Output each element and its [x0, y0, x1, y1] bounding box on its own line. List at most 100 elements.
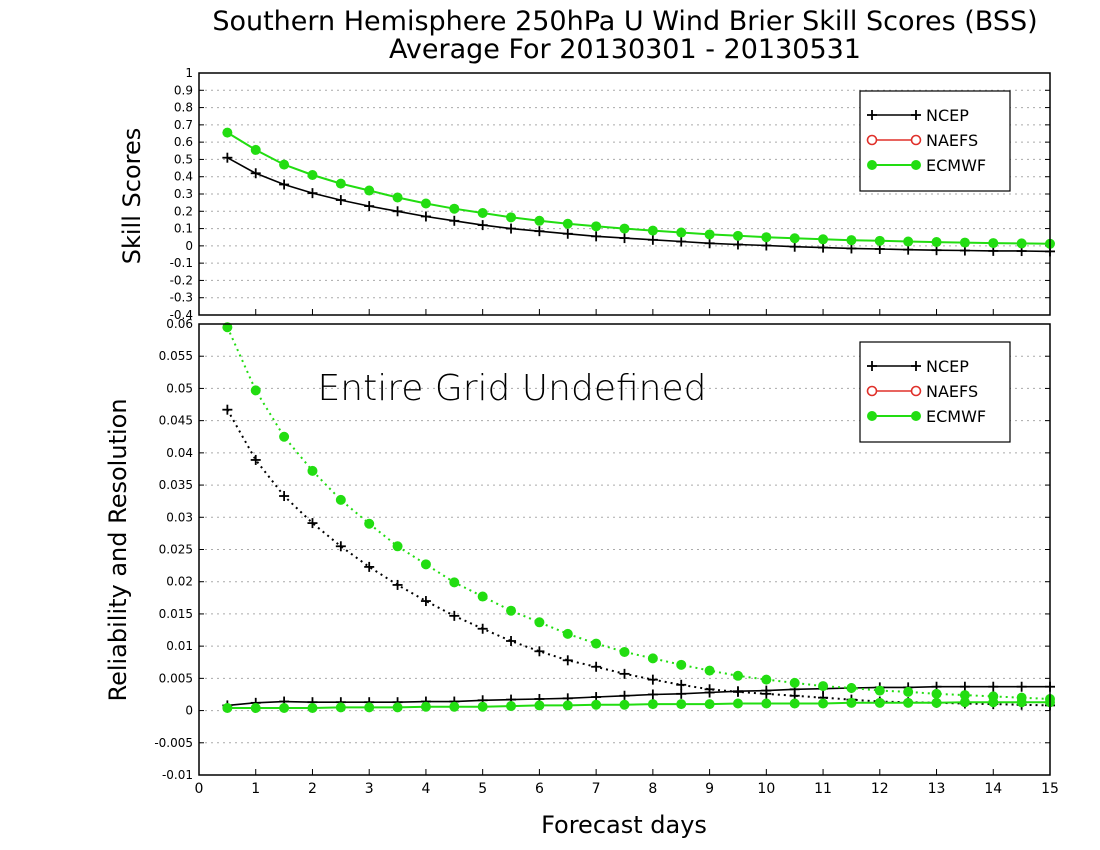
bottom-point-ecmwf-resolution [931, 688, 942, 699]
top-point-ecmwf [789, 233, 800, 244]
bottom-point-ecmwf-reliability [846, 697, 857, 708]
top-point-ncep [676, 236, 687, 247]
top-y-tick-label: 0.8 [174, 101, 193, 115]
top-point-ncep [704, 238, 715, 249]
bottom-y-tick-label: 0.035 [159, 478, 193, 492]
bottom-point-ncep-reliability [619, 690, 630, 701]
bottom-point-ncep-reliability [959, 681, 970, 692]
bottom-point-ecmwf-reliability [1016, 697, 1027, 708]
bottom-point-ncep-resolution [562, 655, 573, 666]
top-y-tick-label: 0.1 [174, 222, 193, 236]
top-point-ecmwf [903, 236, 914, 247]
bottom-legend-marker-naefs [910, 385, 922, 397]
top-legend-box [859, 90, 1011, 192]
bottom-legend-marker-ncep [911, 361, 921, 371]
top-legend-label-ncep: NCEP [926, 106, 969, 125]
top-point-ncep [420, 211, 431, 222]
bottom-point-ecmwf-reliability [335, 702, 346, 713]
top-point-ncep [534, 226, 545, 237]
bottom-point-ecmwf-resolution [903, 686, 914, 697]
bottom-y-tick-label: 0 [185, 704, 193, 718]
top-point-ncep [250, 168, 261, 179]
bottom-point-ecmwf-resolution [364, 518, 375, 529]
top-y-tick-label: 0.5 [174, 152, 193, 166]
top-point-ecmwf [959, 237, 970, 248]
top-point-ecmwf [647, 225, 658, 236]
bottom-point-ncep-resolution [591, 661, 602, 672]
x-tick-label: 6 [535, 781, 544, 797]
bottom-point-ecmwf-resolution [789, 677, 800, 688]
bottom-legend-box [859, 341, 1011, 443]
top-point-ecmwf [931, 237, 942, 248]
top-point-ecmwf [534, 215, 545, 226]
bottom-point-ecmwf-reliability [364, 702, 375, 713]
bottom-y-axis-label: Reliability and Resolution [104, 398, 132, 701]
bottom-legend-marker-ecmwf [867, 411, 877, 421]
top-y-tick-label: 0 [185, 239, 193, 253]
bottom-point-ncep-resolution [647, 674, 658, 685]
bottom-y-tick-label: -0.01 [162, 768, 193, 782]
bottom-point-ecmwf-resolution [761, 674, 772, 685]
bottom-point-ecmwf-resolution [477, 591, 488, 602]
top-point-ecmwf [335, 178, 346, 189]
top-point-ecmwf [307, 169, 318, 180]
top-point-ncep [364, 201, 375, 212]
bottom-point-ecmwf-reliability [931, 697, 942, 708]
top-point-ecmwf [392, 192, 403, 203]
bottom-plot-frame [198, 323, 1051, 776]
bottom-legend-marker-ncep [867, 361, 877, 371]
top-point-ncep [732, 239, 743, 250]
bottom-point-ncep-reliability [704, 687, 715, 698]
x-tick-label: 11 [814, 781, 832, 797]
bottom-point-ecmwf-reliability [591, 699, 602, 710]
bottom-point-ecmwf-reliability [903, 697, 914, 708]
top-y-tick-label: 0.9 [174, 83, 193, 97]
bottom-point-ncep-resolution [279, 491, 290, 502]
bottom-y-tick-label: 0.045 [159, 414, 193, 428]
x-axis-label: Forecast days [541, 811, 707, 839]
bottom-point-ncep-reliability [732, 686, 743, 697]
bottom-point-ecmwf-resolution [874, 685, 885, 696]
top-point-ncep [591, 231, 602, 242]
top-point-ecmwf [477, 208, 488, 219]
bottom-point-ecmwf-reliability [732, 698, 743, 709]
bottom-point-ncep-reliability [647, 689, 658, 700]
x-tick-label: 4 [421, 781, 430, 797]
bottom-point-ncep-resolution [676, 679, 687, 690]
bottom-y-tick-label: 0.01 [166, 639, 193, 653]
bottom-point-ecmwf-resolution [307, 465, 318, 476]
bottom-point-ecmwf-reliability [392, 702, 403, 713]
bottom-point-ncep-resolution [420, 596, 431, 607]
top-point-ncep [307, 188, 318, 199]
top-legend-marker-naefs [910, 134, 922, 146]
bottom-point-ecmwf-reliability [250, 702, 261, 713]
bottom-point-ecmwf-reliability [704, 699, 715, 710]
bottom-point-ecmwf-reliability [874, 697, 885, 708]
top-point-ncep [477, 220, 488, 231]
bottom-point-ecmwf-resolution [619, 646, 630, 657]
bottom-point-ncep-resolution [449, 610, 460, 621]
bottom-point-ecmwf-reliability [222, 702, 233, 713]
top-point-ncep [222, 152, 233, 163]
x-axis: 0 1 2 3 4 5 6 7 8 9 10 11 12 13 14 15 [195, 309, 1059, 797]
top-y-tick-label: 0.4 [174, 170, 193, 184]
x-tick-label: 3 [365, 781, 374, 797]
undefined-grid-annotation: Entire Grid Undefined [318, 368, 707, 409]
bottom-point-ecmwf-resolution [591, 638, 602, 649]
top-legend-marker-ncep [911, 110, 921, 120]
bottom-point-ncep-reliability [676, 688, 687, 699]
top-point-ecmwf [732, 230, 743, 241]
top-point-ncep [392, 206, 403, 217]
bottom-point-ecmwf-resolution [534, 617, 545, 628]
top-point-ncep [335, 195, 346, 206]
bottom-y-tick-label: 0.04 [166, 446, 193, 460]
bottom-point-ecmwf-resolution [818, 681, 829, 692]
bottom-point-ncep-reliability [1016, 681, 1027, 692]
top-y-tick-label: 0.6 [174, 135, 193, 149]
top-point-ecmwf [704, 229, 715, 240]
bottom-point-ncep-resolution [335, 541, 346, 552]
bottom-point-ncep-resolution [222, 404, 233, 415]
bottom-legend-label-ecmwf: ECMWF [926, 407, 986, 426]
top-legend-marker-ncep [867, 110, 877, 120]
